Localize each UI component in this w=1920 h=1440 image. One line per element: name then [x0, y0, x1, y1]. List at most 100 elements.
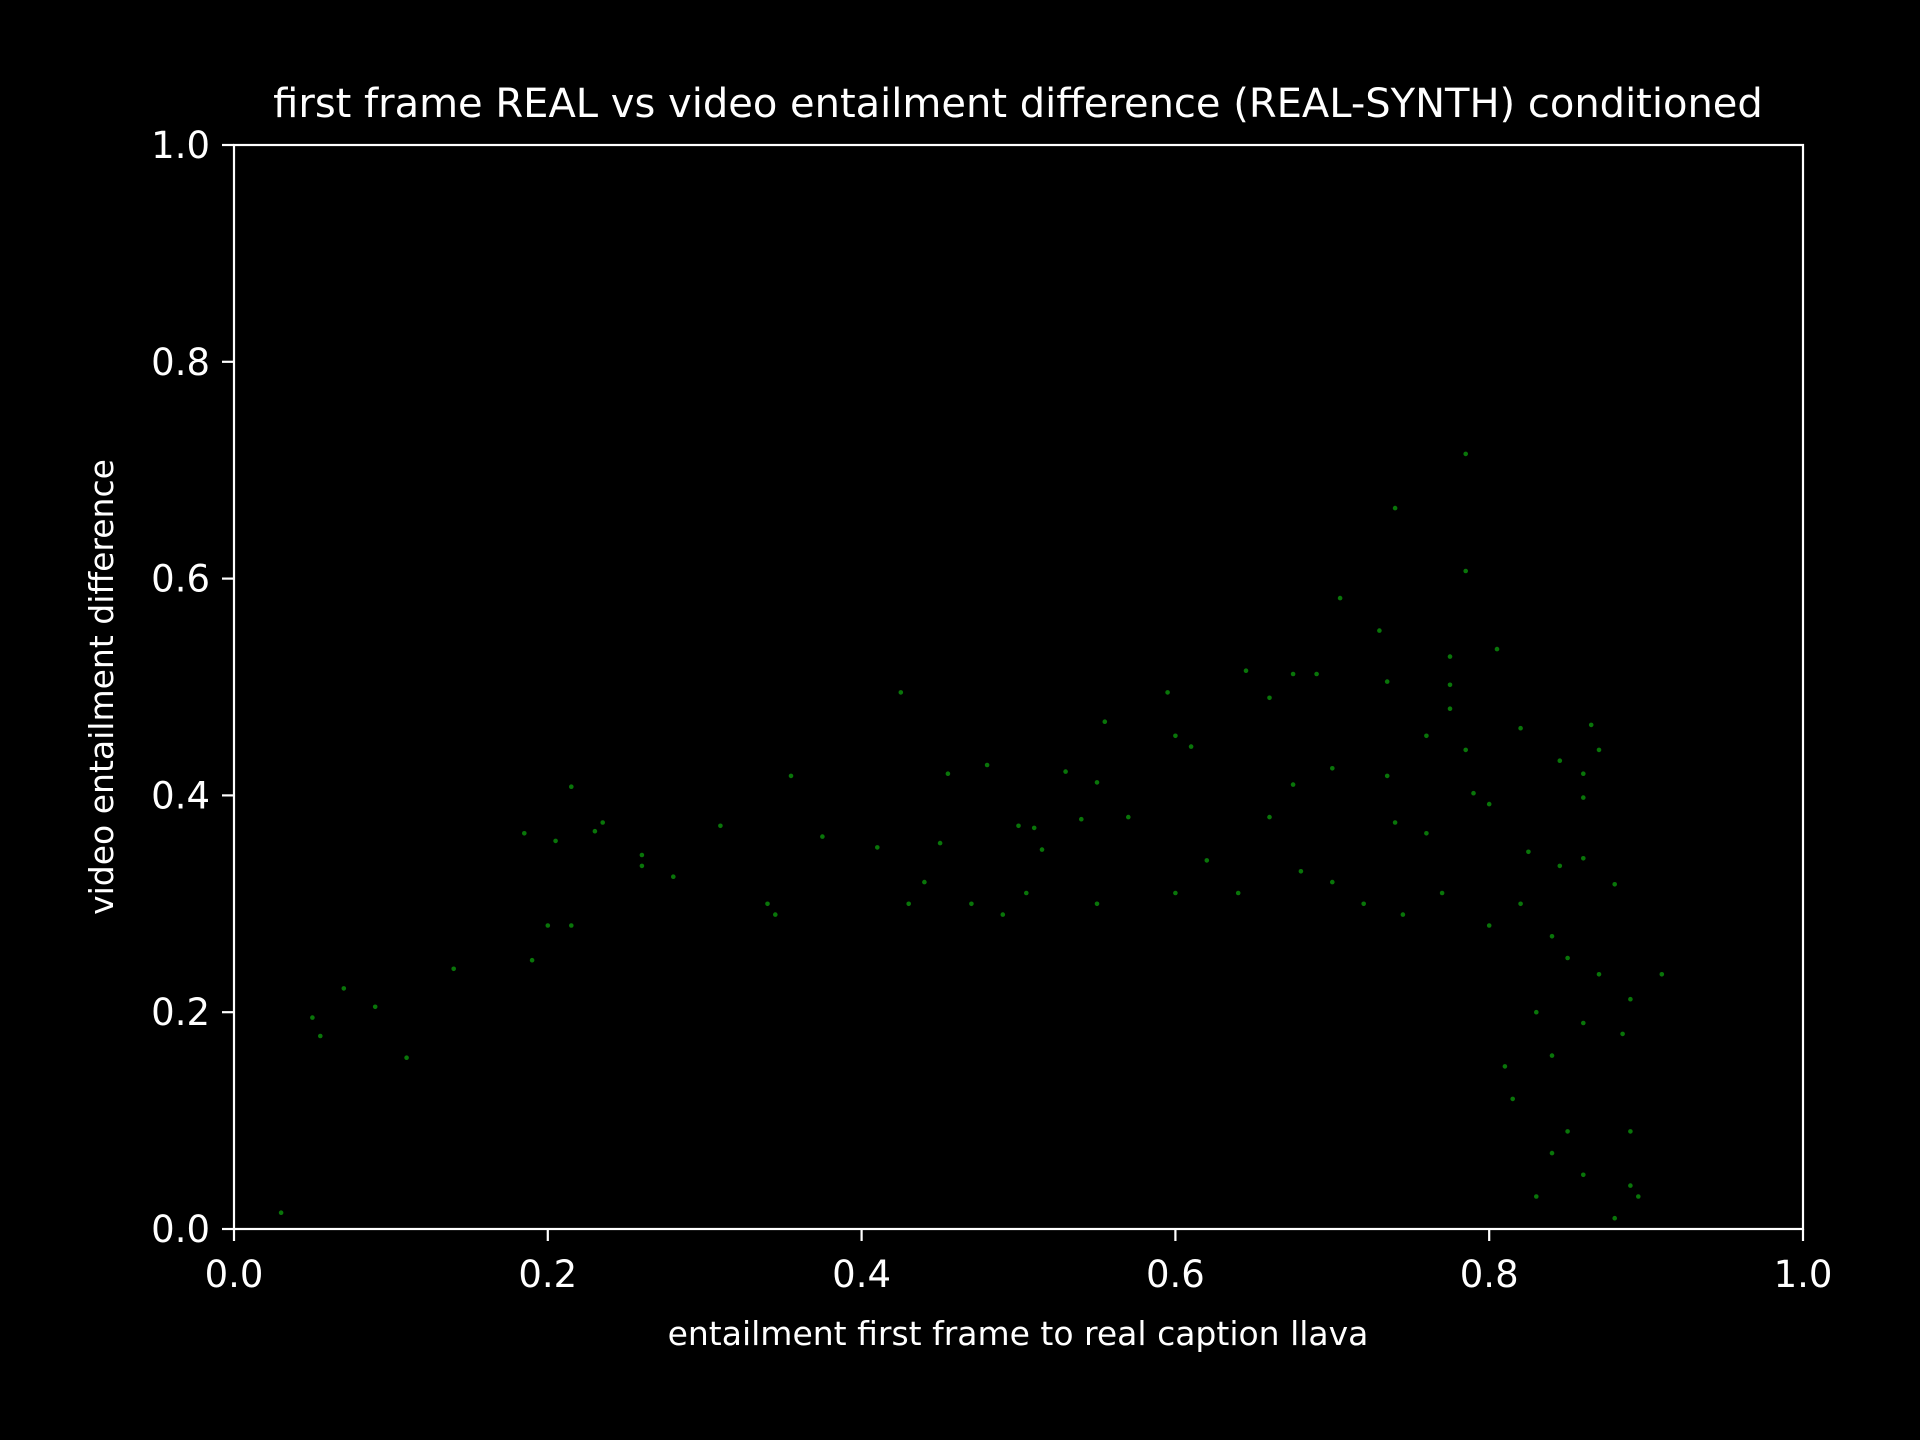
scatter-point: [569, 784, 574, 789]
scatter-point: [1173, 890, 1178, 896]
scatter-point: [1565, 1129, 1570, 1134]
scatter-point: [1628, 1129, 1633, 1134]
scatter-point: [1384, 773, 1390, 779]
scatter-point: [1581, 856, 1586, 861]
scatter-point: [1392, 505, 1398, 511]
scatter-point: [1377, 628, 1382, 633]
scatter-point: [600, 820, 605, 825]
scatter-point: [1486, 801, 1492, 807]
x-axis-ticks: 0.0 0.2 0.4 0.6 0.8 1.0: [205, 1229, 1833, 1296]
scatter-point: [984, 762, 990, 768]
scatter-point: [1439, 890, 1445, 896]
x-tick-label: 1.0: [1774, 1253, 1833, 1296]
scatter-point: [1173, 733, 1178, 739]
scatter-point: [1188, 744, 1194, 749]
scatter-point: [1588, 722, 1594, 728]
x-axis-label: entailment first frame to real caption l…: [668, 1314, 1369, 1353]
scatter-point: [1581, 1020, 1586, 1026]
scatter-point: [1447, 654, 1453, 659]
scatter-point: [1557, 863, 1563, 869]
points-layer: [278, 451, 1665, 1221]
scatter-point: [945, 771, 951, 776]
scatter-point: [1447, 706, 1453, 711]
scatter-point: [1557, 758, 1563, 763]
scatter-point: [1039, 847, 1045, 852]
scatter-point: [1534, 1009, 1539, 1015]
scatter-point: [1659, 972, 1665, 977]
scatter-point: [1549, 1053, 1555, 1058]
scatter-point: [1016, 823, 1021, 829]
scatter-point: [1471, 790, 1476, 796]
scatter-point: [529, 957, 535, 963]
scatter-point: [1337, 595, 1343, 601]
scatter-point: [1549, 1150, 1555, 1156]
scatter-point: [1165, 690, 1170, 695]
scatter-point: [1094, 780, 1100, 785]
x-tick-label: 0.8: [1460, 1253, 1519, 1296]
x-tick-label: 0.2: [518, 1253, 577, 1296]
scatter-point: [1502, 1064, 1508, 1069]
scatter-point: [1079, 816, 1084, 822]
scatter-point: [788, 773, 794, 779]
scatter-point: [404, 1055, 409, 1060]
y-axis-ticks: 0.0 0.2 0.4 0.6 0.8 1.0: [151, 124, 234, 1251]
scatter-point: [1243, 668, 1249, 673]
y-axis-label: video entailment difference: [82, 459, 121, 915]
scatter-point: [522, 831, 527, 836]
scatter-point: [1063, 769, 1068, 774]
scatter-point: [1400, 912, 1406, 917]
y-tick-label: 0.2: [151, 991, 210, 1034]
scatter-point: [1126, 814, 1131, 820]
scatter-point: [1510, 1096, 1515, 1102]
scatter-point: [1596, 972, 1602, 977]
scatter-point: [1581, 795, 1586, 800]
scatter-point: [1463, 451, 1468, 457]
scatter-point: [1612, 1215, 1617, 1221]
plot-frame: [232, 143, 1805, 1231]
x-tick-label: 0.6: [1146, 1253, 1205, 1296]
scatter-point: [906, 901, 911, 907]
scatter-point: [718, 823, 723, 829]
scatter-point: [1361, 901, 1366, 907]
scatter-point: [671, 874, 676, 879]
scatter-point: [1518, 725, 1523, 731]
scatter-point: [372, 1004, 378, 1010]
y-tick-label: 0.8: [151, 341, 210, 384]
scatter-point: [1447, 682, 1453, 688]
scatter-point: [1330, 766, 1335, 771]
x-tick-label: 0.4: [832, 1253, 891, 1296]
y-tick-label: 0.0: [151, 1208, 210, 1251]
scatter-point: [937, 840, 943, 846]
scatter-point: [1581, 1172, 1586, 1178]
scatter-point: [1102, 719, 1108, 724]
scatter-point: [1031, 825, 1037, 831]
scatter-point: [1463, 747, 1468, 753]
scatter-point: [1494, 646, 1500, 652]
scatter-point: [1314, 671, 1319, 677]
scatter-point: [1392, 820, 1398, 825]
scatter-point: [1636, 1194, 1641, 1199]
chart-title: first frame REAL vs video entailment dif…: [273, 81, 1763, 127]
scatter-point: [1581, 771, 1586, 776]
scatter-point: [1267, 814, 1272, 820]
scatter-point: [1549, 934, 1555, 939]
y-tick-label: 0.4: [151, 774, 210, 817]
scatter-point: [1024, 890, 1029, 896]
scatter-point: [1463, 568, 1468, 574]
scatter-point: [1518, 901, 1523, 907]
scatter-point: [1526, 849, 1531, 855]
y-tick-label: 0.6: [151, 558, 210, 601]
scatter-point: [1486, 923, 1492, 928]
scatter-point: [1565, 955, 1570, 961]
x-tick-label: 0.0: [205, 1253, 264, 1296]
scatter-point: [969, 901, 974, 907]
y-tick-label: 1.0: [151, 124, 210, 167]
scatter-point: [1204, 858, 1210, 863]
scatter-point: [1094, 901, 1100, 907]
scatter-point: [922, 879, 927, 885]
scatter-point: [1620, 1031, 1625, 1037]
scatter-point: [1628, 996, 1633, 1002]
